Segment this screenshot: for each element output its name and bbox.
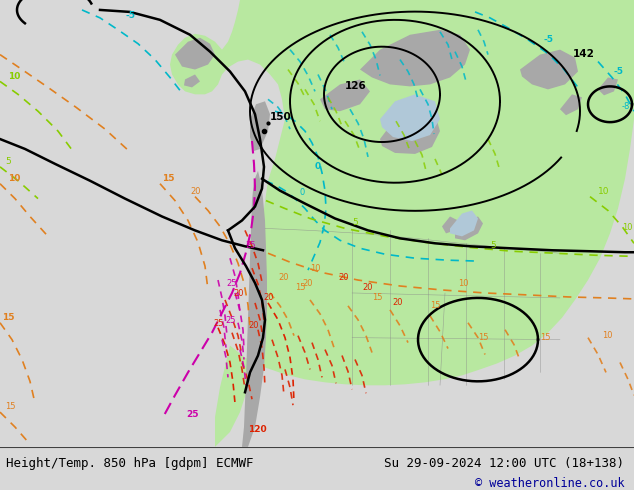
Polygon shape (560, 95, 582, 115)
Text: 150: 150 (270, 112, 292, 122)
Text: 25: 25 (225, 316, 235, 325)
Polygon shape (455, 217, 483, 240)
Polygon shape (250, 101, 270, 151)
Polygon shape (360, 30, 470, 86)
Text: 20: 20 (233, 289, 243, 298)
Text: 20: 20 (190, 187, 200, 196)
Text: 25: 25 (213, 318, 224, 328)
Text: 10: 10 (598, 187, 609, 196)
Text: 15: 15 (162, 174, 174, 183)
Text: -5: -5 (614, 68, 624, 76)
Text: 20: 20 (248, 321, 259, 330)
Polygon shape (320, 79, 370, 111)
Text: 10: 10 (622, 223, 633, 232)
Polygon shape (175, 38, 215, 70)
Text: 20: 20 (392, 298, 403, 307)
Text: 10: 10 (8, 174, 20, 183)
Text: 15: 15 (478, 333, 489, 342)
Text: 20: 20 (302, 279, 313, 288)
Text: Height/Temp. 850 hPa [gdpm] ECMWF: Height/Temp. 850 hPa [gdpm] ECMWF (6, 457, 254, 470)
Text: 0: 0 (300, 188, 305, 196)
Text: 126: 126 (345, 81, 366, 91)
Text: © weatheronline.co.uk: © weatheronline.co.uk (475, 477, 624, 490)
Text: 5: 5 (490, 241, 496, 250)
Text: 20: 20 (263, 293, 273, 302)
Text: 20: 20 (278, 273, 288, 282)
Text: 15: 15 (295, 283, 306, 292)
Polygon shape (380, 95, 440, 141)
Text: 15: 15 (2, 313, 15, 322)
Polygon shape (170, 0, 634, 447)
Text: 10: 10 (458, 279, 469, 288)
Text: 10: 10 (8, 73, 20, 81)
Text: 25: 25 (226, 279, 236, 288)
Text: 15: 15 (5, 402, 15, 411)
Text: 15: 15 (430, 301, 441, 310)
Text: 15: 15 (372, 293, 382, 302)
Text: 25: 25 (186, 410, 198, 419)
Text: 142: 142 (573, 49, 595, 59)
Text: 20: 20 (338, 273, 349, 282)
Polygon shape (598, 77, 618, 96)
Polygon shape (442, 217, 458, 233)
Text: Su 29-09-2024 12:00 UTC (18+138): Su 29-09-2024 12:00 UTC (18+138) (384, 457, 624, 470)
Text: -5: -5 (543, 35, 553, 44)
Text: 20: 20 (362, 283, 373, 292)
Text: 25: 25 (245, 241, 256, 250)
Text: 10: 10 (310, 264, 321, 273)
Polygon shape (520, 49, 578, 89)
Text: 0: 0 (315, 162, 321, 171)
Text: -8: -8 (622, 102, 630, 111)
Polygon shape (450, 211, 478, 236)
Polygon shape (184, 74, 200, 87)
Text: 10: 10 (602, 331, 612, 340)
Text: 15: 15 (540, 333, 550, 342)
Text: 120: 120 (248, 425, 267, 434)
Polygon shape (380, 109, 440, 154)
Text: -5: -5 (125, 11, 135, 20)
Text: 5: 5 (5, 157, 11, 166)
Text: 5: 5 (352, 219, 358, 227)
Polygon shape (242, 171, 267, 447)
